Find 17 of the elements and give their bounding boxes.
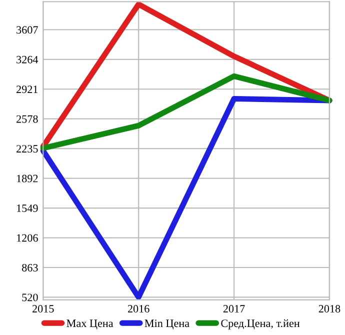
legend-label: Сред.Цена, т.йен: [221, 319, 300, 330]
y-tick-label: 3264: [16, 56, 38, 64]
y-tick-label: 1549: [17, 204, 38, 212]
x-tick-label: 2017: [223, 305, 245, 313]
y-tick-label: 2578: [16, 115, 38, 123]
y-tick-label: 1206: [17, 234, 38, 242]
y-tick-label: 863: [22, 264, 38, 272]
x-tick-label: 2018: [318, 305, 340, 313]
x-tick-label: 2015: [32, 305, 54, 313]
y-tick-label: 3607: [16, 26, 38, 34]
y-tick-label: 2921: [16, 86, 38, 94]
legend-label: Min Цена: [144, 320, 190, 330]
x-tick-label: 2016: [128, 305, 150, 313]
y-tick-label: 2235: [16, 145, 38, 153]
legend-label: Max Цена: [66, 320, 114, 330]
y-tick-label: 1892: [17, 174, 38, 182]
y-tick-label: 520: [22, 294, 38, 302]
